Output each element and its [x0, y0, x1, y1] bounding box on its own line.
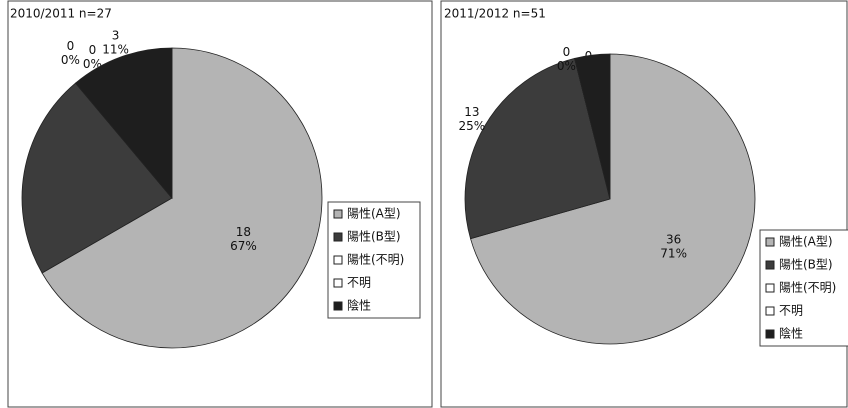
legend-label: 陽性(不明) — [779, 281, 836, 295]
panel-frame — [440, 0, 848, 408]
legend-label: 不明 — [779, 304, 803, 318]
legend-swatch — [333, 209, 343, 219]
legend-box — [759, 229, 848, 347]
legend-swatch — [765, 237, 775, 247]
data-label: 0% — [61, 53, 80, 67]
legend-swatch — [765, 306, 775, 316]
legend-label: 陽性(B型) — [347, 230, 401, 244]
legend-swatch — [333, 278, 343, 288]
chart-title: 2010/2011 n=27 — [10, 7, 112, 21]
data-label: 0% — [557, 59, 576, 73]
legend-swatch — [333, 255, 343, 265]
data-label: 36 — [666, 233, 681, 247]
pie-slice — [464, 57, 611, 240]
data-label: 0 — [563, 45, 571, 59]
pie-slice — [470, 53, 756, 345]
data-label: 71% — [660, 247, 687, 261]
data-label: 0% — [83, 57, 102, 71]
legend-label: 陽性(B型) — [779, 258, 833, 272]
chart-title: 2011/2012 n=51 — [444, 7, 546, 21]
legend-label: 陰性 — [347, 299, 371, 313]
legend-label: 陰性 — [779, 327, 803, 341]
data-label: 0 — [89, 43, 97, 57]
legend-swatch — [333, 232, 343, 242]
data-label: 0 — [67, 39, 75, 53]
data-label: 11% — [102, 42, 129, 56]
data-label: 3 — [112, 28, 120, 42]
legend-swatch — [765, 329, 775, 339]
pie-slice — [41, 47, 323, 349]
legend-swatch — [765, 260, 775, 270]
data-label: 67% — [230, 239, 257, 253]
pie-slice — [21, 82, 173, 274]
legend-box — [327, 201, 421, 319]
legend-label: 不明 — [347, 276, 371, 290]
data-label: 25% — [459, 119, 486, 133]
pie-slice — [574, 53, 611, 200]
legend-swatch — [333, 301, 343, 311]
data-label: 13 — [464, 105, 479, 119]
data-label: 18 — [236, 225, 251, 239]
legend-label: 陽性(A型) — [347, 207, 401, 221]
legend-swatch — [765, 283, 775, 293]
panel-frame — [7, 0, 433, 408]
pie-slice — [75, 47, 173, 200]
legend-label: 陽性(不明) — [347, 253, 404, 267]
legend-label: 陽性(A型) — [779, 235, 833, 249]
